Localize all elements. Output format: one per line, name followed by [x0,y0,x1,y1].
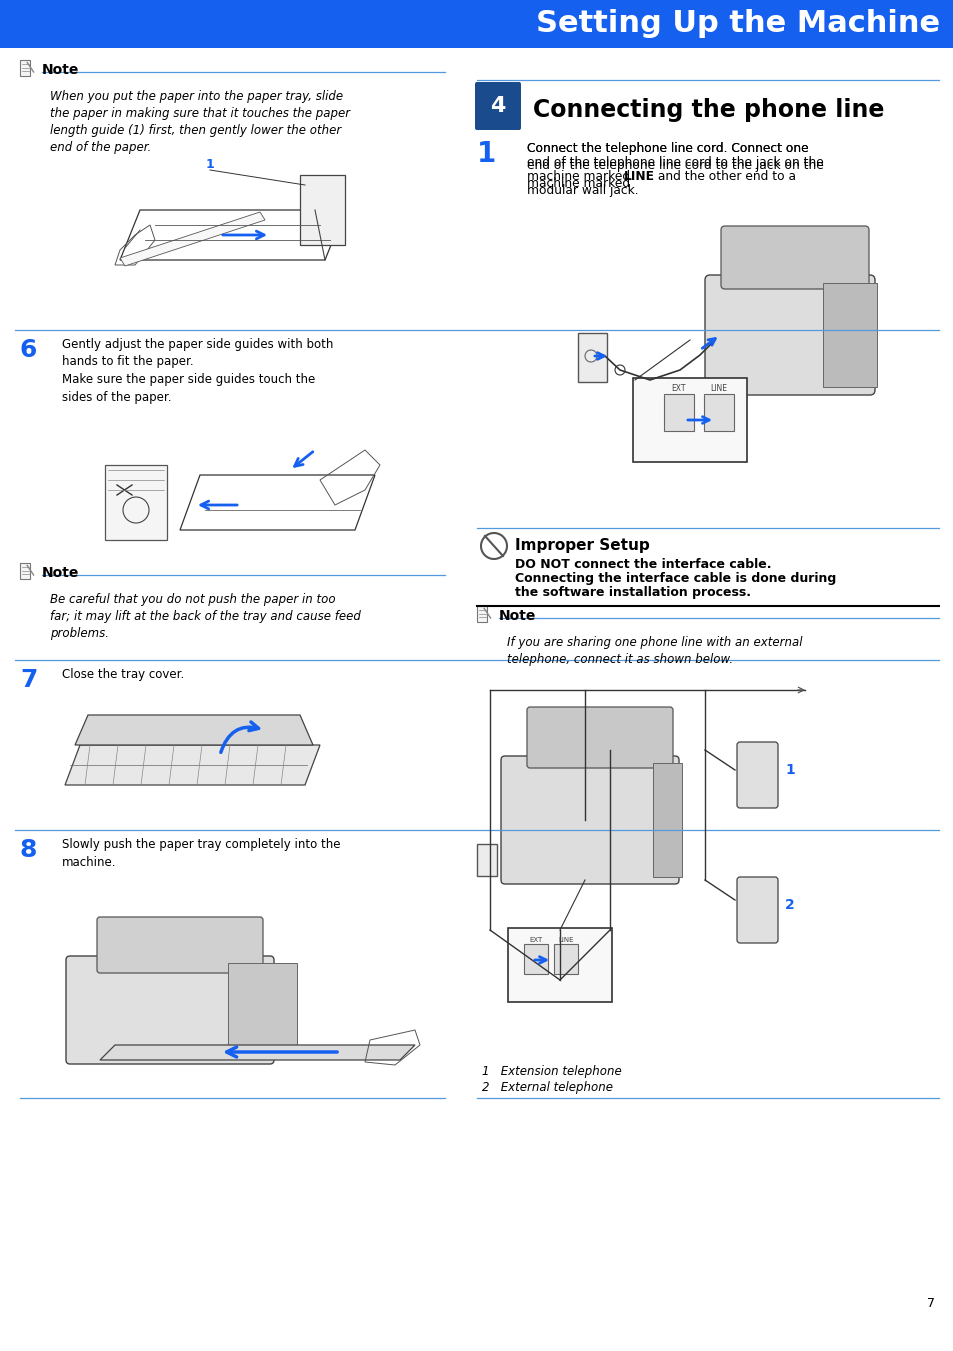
FancyBboxPatch shape [476,844,497,875]
Text: Note: Note [498,609,536,623]
FancyBboxPatch shape [652,763,681,877]
Text: Note: Note [42,63,79,77]
FancyBboxPatch shape [737,877,778,943]
FancyBboxPatch shape [737,742,778,808]
Text: Connecting the phone line: Connecting the phone line [533,99,883,122]
FancyBboxPatch shape [523,944,547,974]
Text: Close the tray cover.: Close the tray cover. [62,667,184,681]
Text: Note: Note [42,566,79,580]
FancyBboxPatch shape [20,563,30,580]
FancyBboxPatch shape [554,944,578,974]
Text: modular wall jack.: modular wall jack. [526,184,638,197]
FancyBboxPatch shape [507,928,612,1002]
Text: end of the telephone line cord to the jack on the: end of the telephone line cord to the ja… [526,155,822,169]
Text: Gently adjust the paper side guides with both
hands to fit the paper.
Make sure : Gently adjust the paper side guides with… [62,338,333,404]
FancyBboxPatch shape [578,332,606,382]
Text: EXT: EXT [529,938,542,943]
FancyBboxPatch shape [633,378,746,462]
FancyBboxPatch shape [526,707,672,767]
FancyBboxPatch shape [97,917,263,973]
FancyBboxPatch shape [500,757,679,884]
Text: 7: 7 [926,1297,934,1310]
Text: 1: 1 [784,763,794,777]
FancyBboxPatch shape [20,59,30,76]
Text: and the other end to a: and the other end to a [654,170,795,182]
Text: the software installation process.: the software installation process. [515,586,750,598]
Text: When you put the paper into the paper tray, slide
the paper in making sure that : When you put the paper into the paper tr… [50,91,350,154]
FancyBboxPatch shape [0,0,953,49]
FancyBboxPatch shape [105,465,167,540]
Text: Connect the telephone line cord. Connect one: Connect the telephone line cord. Connect… [526,142,808,155]
Polygon shape [120,212,265,266]
FancyBboxPatch shape [475,82,520,130]
Text: 2: 2 [784,898,794,912]
Text: DO NOT connect the interface cable.: DO NOT connect the interface cable. [515,558,771,571]
Text: 1: 1 [476,141,496,168]
Text: 6: 6 [20,338,37,362]
Polygon shape [65,744,319,785]
FancyBboxPatch shape [703,394,733,431]
Text: Connect the telephone line cord. Connect one
end of the telephone line cord to t: Connect the telephone line cord. Connect… [526,142,822,190]
FancyBboxPatch shape [720,226,868,289]
Text: LINE: LINE [710,384,727,393]
Text: 7: 7 [20,667,37,692]
FancyBboxPatch shape [476,607,487,621]
Polygon shape [75,715,313,744]
Text: 1: 1 [206,158,214,172]
Text: 2   External telephone: 2 External telephone [481,1081,613,1094]
FancyBboxPatch shape [704,276,874,394]
Text: 8: 8 [20,838,37,862]
Text: Setting Up the Machine: Setting Up the Machine [536,9,939,38]
FancyBboxPatch shape [66,957,274,1065]
Text: EXT: EXT [671,384,685,393]
FancyBboxPatch shape [822,282,876,386]
Text: LINE: LINE [558,938,573,943]
Text: Improper Setup: Improper Setup [515,538,649,553]
Text: 1   Extension telephone: 1 Extension telephone [481,1065,621,1078]
Text: machine marked: machine marked [526,170,634,182]
Text: 4: 4 [490,96,505,116]
FancyBboxPatch shape [299,176,345,245]
Text: Be careful that you do not push the paper in too
far; it may lift at the back of: Be careful that you do not push the pape… [50,593,360,640]
Text: If you are sharing one phone line with an external
telephone, connect it as show: If you are sharing one phone line with a… [506,636,801,666]
Text: Connecting the interface cable is done during: Connecting the interface cable is done d… [515,571,836,585]
FancyBboxPatch shape [663,394,693,431]
Text: Slowly push the paper tray completely into the
machine.: Slowly push the paper tray completely in… [62,838,340,869]
Polygon shape [100,1046,415,1061]
FancyBboxPatch shape [228,963,296,1052]
Text: LINE: LINE [623,170,655,182]
